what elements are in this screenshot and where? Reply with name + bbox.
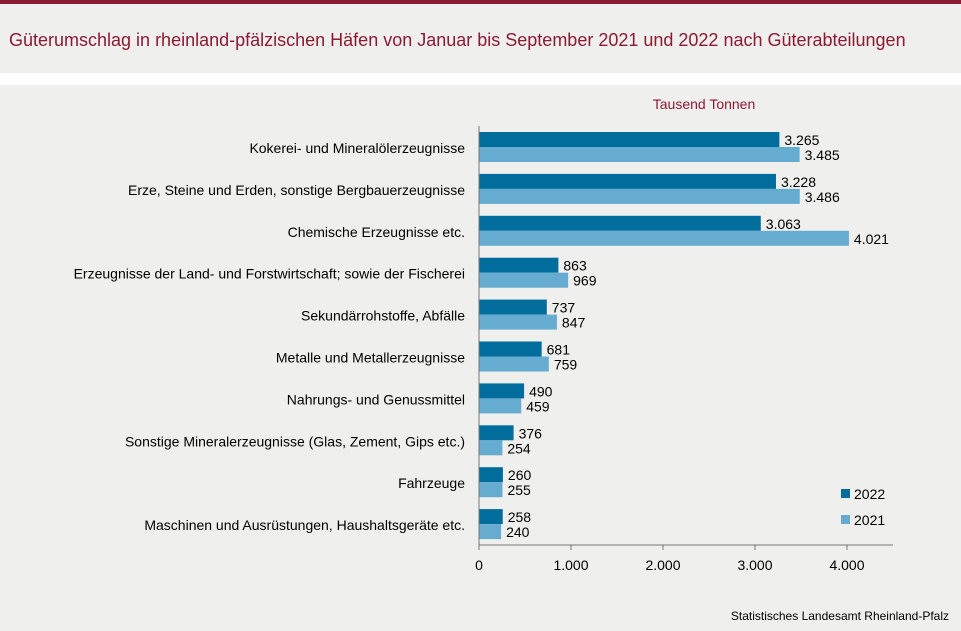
data-label-2021: 3.485 (805, 147, 840, 163)
data-label-2022: 681 (547, 342, 571, 358)
x-tick-label: 3.000 (737, 557, 772, 573)
data-label-2022: 376 (519, 425, 543, 441)
data-label-2022: 3.265 (784, 132, 819, 148)
category-label: Sonstige Mineralerzeugnisse (Glas, Zemen… (125, 433, 465, 449)
data-label-2021: 459 (526, 398, 550, 414)
legend-label-2021: 2021 (854, 512, 885, 528)
data-label-2022: 3.228 (781, 174, 816, 190)
data-label-2021: 847 (562, 315, 586, 331)
bar-2022 (479, 215, 761, 231)
data-label-2021: 3.486 (805, 189, 840, 205)
bar-2022 (479, 467, 503, 483)
x-tick-label: 4.000 (829, 557, 864, 573)
data-label-2022: 3.063 (766, 216, 801, 232)
bar-2021 (479, 147, 800, 162)
bar-2021 (479, 314, 557, 330)
data-label-2022: 260 (508, 467, 532, 483)
bar-2021 (479, 440, 503, 456)
category-label: Metalle und Metallerzeugnisse (276, 350, 465, 366)
legend-swatch-2022 (841, 489, 850, 498)
bar-2021 (479, 230, 849, 246)
title-band (0, 4, 961, 73)
data-label-2022: 258 (508, 509, 532, 525)
top-accent-bar (0, 0, 961, 4)
unit-label: Tausend Tonnen (653, 96, 756, 112)
x-tick-label: 2.000 (645, 557, 680, 573)
bar-2022 (479, 299, 547, 315)
bar-2022 (479, 173, 776, 189)
x-tick-label: 1.000 (553, 557, 588, 573)
data-label-2021: 4.021 (854, 231, 889, 247)
separator-band (0, 73, 961, 85)
bar-2022 (479, 383, 525, 399)
data-label-2021: 255 (507, 482, 531, 498)
legend-swatch-2021 (841, 515, 850, 524)
category-label: Chemische Erzeugnisse etc. (288, 224, 465, 240)
bar-2021 (479, 188, 800, 204)
data-label-2021: 969 (573, 273, 597, 289)
x-tick-label: 0 (475, 557, 483, 573)
bar-2021 (479, 482, 503, 498)
category-label: Erzeugnisse der Land- und Forstwirtschaf… (74, 266, 465, 282)
bar-2022 (479, 341, 542, 357)
category-label: Nahrungs- und Genussmittel (287, 391, 465, 407)
data-label-2021: 240 (506, 524, 530, 540)
category-label: Maschinen und Ausrüstungen, Haushaltsger… (144, 517, 465, 533)
data-label-2021: 759 (554, 357, 578, 373)
category-label: Erze, Steine und Erden, sonstige Bergbau… (128, 182, 465, 198)
legend-label-2022: 2022 (854, 486, 885, 502)
category-label: Fahrzeuge (398, 475, 465, 491)
bar-2021 (479, 356, 549, 372)
category-label: Sekundärrohstoffe, Abfälle (301, 308, 465, 324)
bar-2021 (479, 524, 502, 540)
bar-2022 (479, 425, 514, 441)
bar-2021 (479, 272, 569, 288)
category-label: Kokerei- und Mineralölerzeugnisse (249, 140, 465, 156)
data-label-2022: 863 (563, 258, 587, 274)
bar-2022 (479, 257, 559, 273)
chart-title: Güterumschlag in rheinland-pfälzischen H… (9, 30, 906, 50)
data-label-2022: 490 (529, 383, 553, 399)
bar-2022 (479, 509, 503, 525)
source-note: Statistisches Landesamt Rheinland-Pfalz (730, 609, 949, 623)
bar-2021 (479, 398, 522, 414)
bar-2022 (479, 132, 780, 147)
data-label-2022: 737 (552, 300, 576, 316)
data-label-2021: 254 (507, 440, 531, 456)
